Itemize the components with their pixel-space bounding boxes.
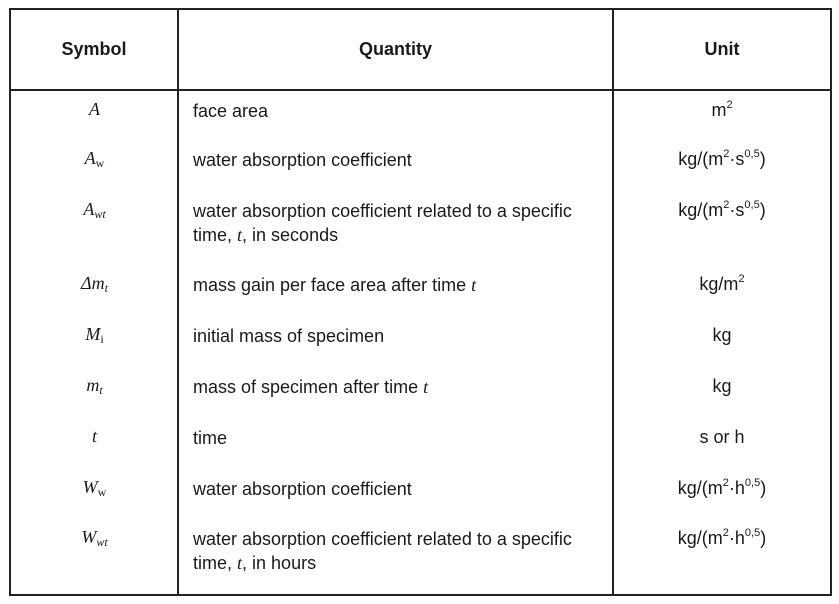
quantity-cell: time (193, 428, 228, 448)
unit-cell: m2 (711, 99, 733, 120)
unit-cell: kg/(m2·s0,5) (678, 199, 766, 220)
symbol-cell: Mi (85, 324, 104, 346)
header-symbol: Symbol (61, 38, 127, 59)
header-divider (9, 89, 832, 91)
unit-cell: kg/(m2·s0,5) (678, 148, 766, 169)
column-divider-quantity (612, 8, 614, 596)
unit-cell: kg (712, 325, 732, 345)
unit-cell: s or h (699, 427, 745, 447)
symbol-cell: Awt (83, 199, 106, 221)
quantity-cell: mass of specimen after time t (193, 377, 429, 397)
symbol-cell: Δmt (81, 273, 108, 295)
unit-cell: kg (712, 376, 732, 396)
symbol-cell: Aw (84, 148, 105, 170)
quantity-cell: mass gain per face area after time t (193, 275, 477, 295)
header-quantity: Quantity (358, 38, 432, 59)
header-unit: Unit (704, 38, 740, 59)
unit-cell: kg/(m2·h0,5) (677, 527, 767, 548)
symbol-cell: A (89, 99, 100, 119)
quantity-cell: initial mass of specimen (193, 326, 385, 346)
symbols-table (9, 8, 832, 596)
symbol-cell: mt (86, 375, 103, 397)
unit-cell: kg/m2 (699, 273, 745, 294)
symbol-cell: Ww (82, 477, 107, 499)
quantity-cell: water absorption coefficient (193, 150, 412, 170)
quantity-cell: water absorption coefficient (193, 479, 412, 499)
quantity-cell: water absorption coefficient related to … (193, 529, 572, 573)
quantity-cell: face area (193, 101, 269, 121)
symbol-cell: t (91, 426, 97, 446)
quantity-cell: water absorption coefficient related to … (193, 201, 572, 245)
symbol-cell: Wwt (81, 527, 108, 549)
column-divider-symbol (177, 8, 179, 596)
unit-cell: kg/(m2·h0,5) (677, 477, 767, 498)
